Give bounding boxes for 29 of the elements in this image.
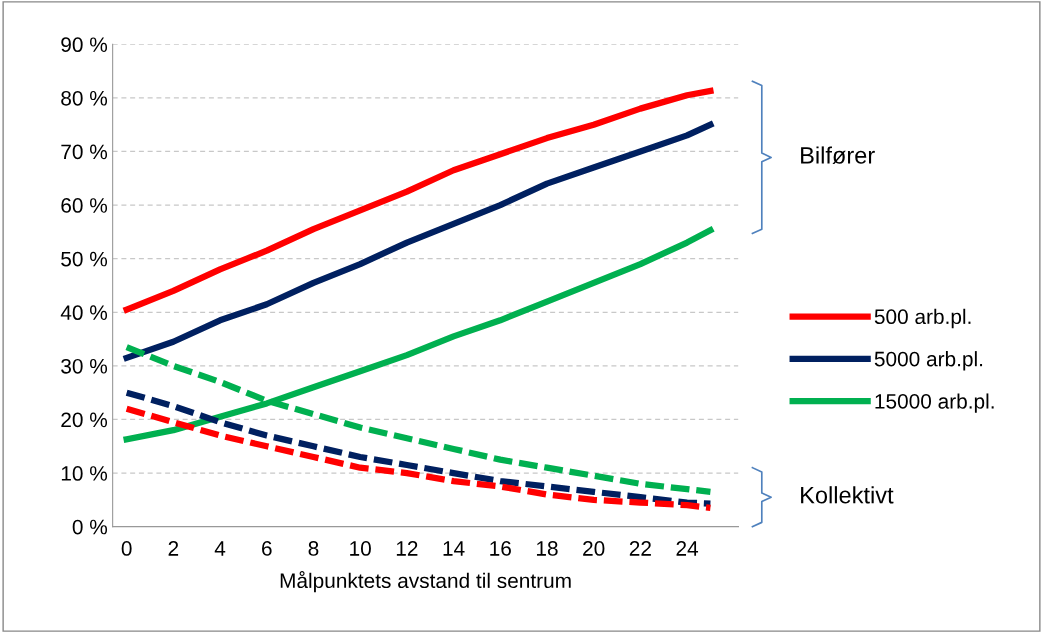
y-tick-label: 60 % xyxy=(61,198,108,213)
x-tick-label: 8 xyxy=(308,541,319,556)
y-tick-label: 0 % xyxy=(72,519,108,535)
x-tick-label: 18 xyxy=(536,541,558,556)
y-tick-label: 80 % xyxy=(61,90,108,106)
x-tick-label: 14 xyxy=(443,541,465,556)
legend-label: 15000 arb.pl. xyxy=(875,393,994,413)
x-tick-label: 4 xyxy=(214,541,226,556)
y-tick-label: 90 % xyxy=(61,37,108,53)
x-axis-title: Målpunktets avstand til sentrum xyxy=(280,571,571,593)
y-tick-label: 10 % xyxy=(61,466,108,481)
x-tick-label: 22 xyxy=(629,541,651,556)
legend-label: 5000 arb.pl. xyxy=(874,351,983,371)
x-tick-label: 12 xyxy=(396,541,418,556)
y-tick-label: 30 % xyxy=(61,358,108,374)
x-tick-label: 10 xyxy=(350,541,371,556)
x-tick-label: 20 xyxy=(583,541,605,556)
text: Kollektivt xyxy=(801,486,894,504)
x-tick-label: 16 xyxy=(490,541,511,556)
y-tick-label: 70 % xyxy=(61,144,108,160)
y-tick-label: 50 % xyxy=(61,251,108,267)
x-tick-label: 2 xyxy=(168,541,179,556)
y-tick-label: 20 % xyxy=(61,412,108,428)
x-tick-label: 6 xyxy=(262,541,272,556)
text: Bilfører xyxy=(801,146,875,164)
x-tick-label: 24 xyxy=(676,541,699,556)
legend-label: 500 arb.pl. xyxy=(874,308,971,329)
y-tick-label: 40 % xyxy=(60,305,108,321)
x-tick-label: 0 xyxy=(121,541,132,556)
